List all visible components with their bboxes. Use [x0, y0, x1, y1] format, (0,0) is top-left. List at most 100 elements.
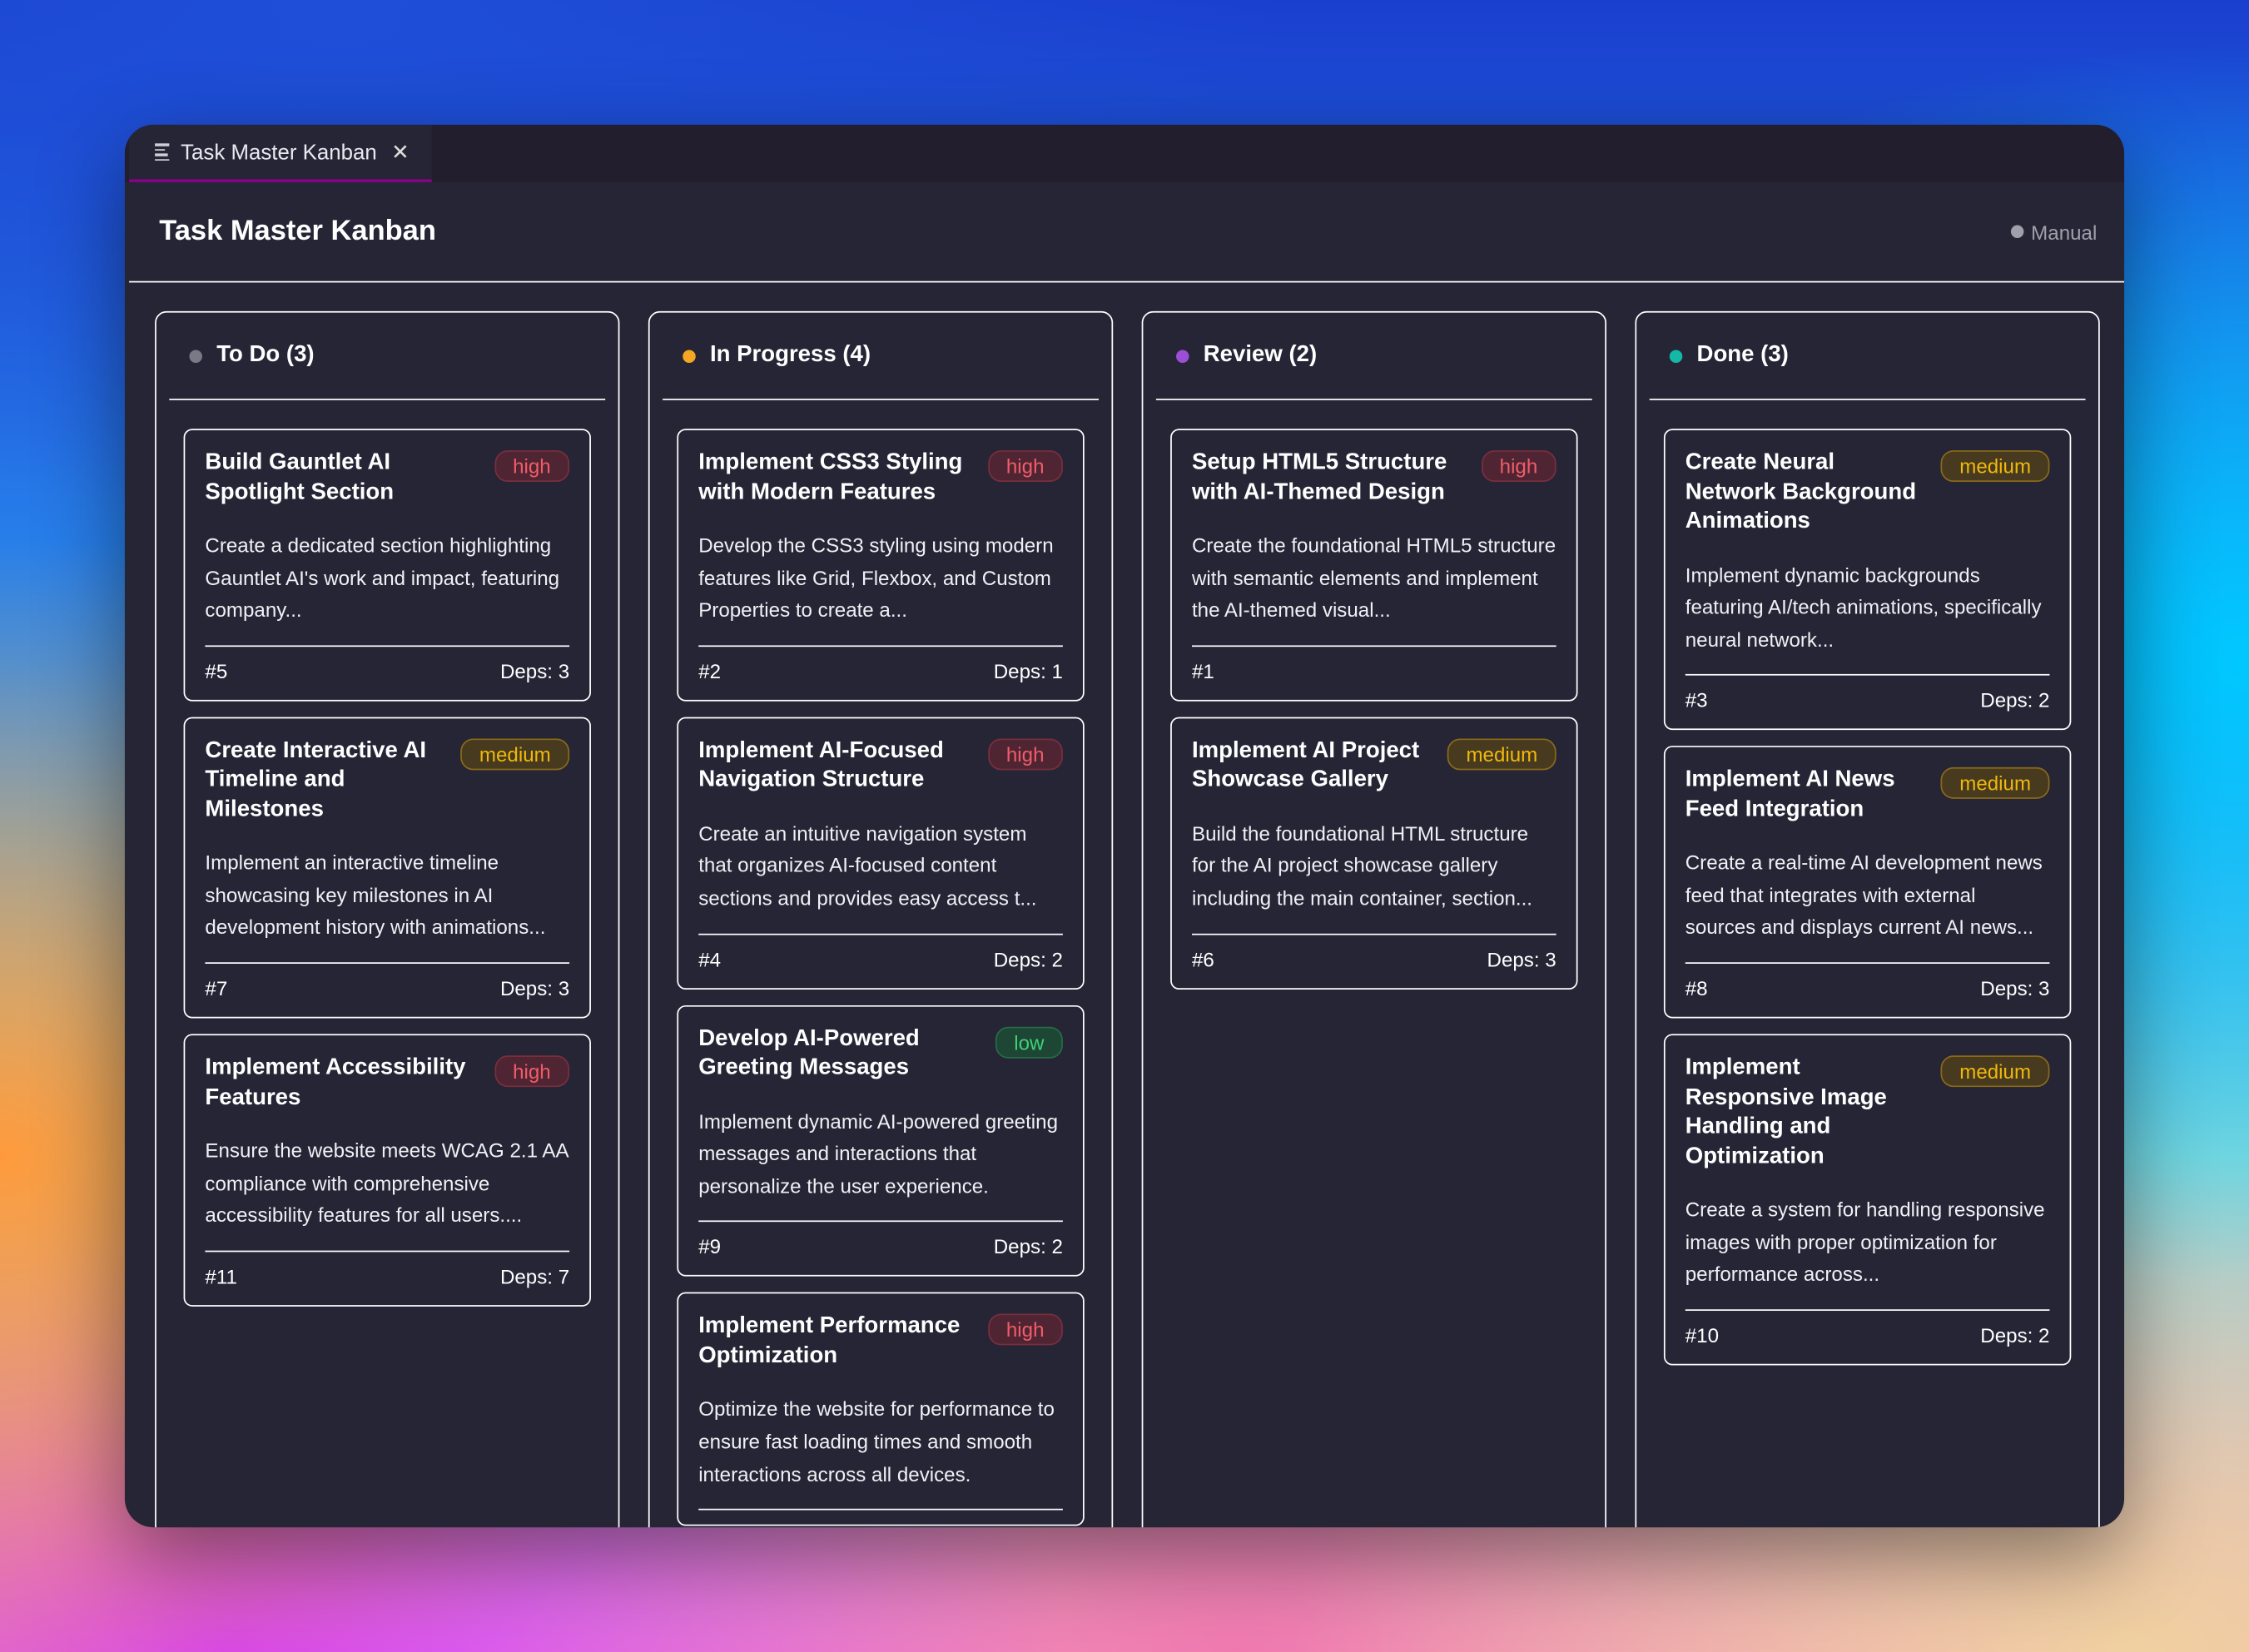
- card-header: Setup HTML5 Structure with AI-Themed Des…: [1192, 449, 1556, 508]
- dependency-count: Deps: 3: [499, 659, 570, 682]
- task-card[interactable]: Setup HTML5 Structure with AI-Themed Des…: [1170, 429, 1578, 702]
- card-header: Implement Performance Optimization high: [698, 1312, 1063, 1372]
- card-title: Implement Performance Optimization: [698, 1314, 961, 1368]
- dependency-count: Deps: 2: [993, 1235, 1063, 1258]
- task-card[interactable]: Develop AI-Powered Greeting Messages low I…: [677, 1005, 1085, 1277]
- priority-badge: high: [987, 1314, 1063, 1346]
- task-id: #8: [1685, 976, 1708, 1000]
- card-list: Create Neural Network Background Animati…: [1650, 400, 2086, 1366]
- task-card[interactable]: Implement AI News Feed Integration medium…: [1663, 746, 2072, 1019]
- status-dot-icon: [1176, 349, 1189, 363]
- priority-badge: medium: [460, 738, 570, 770]
- card-list: Setup HTML5 Structure with AI-Themed Des…: [1156, 400, 1592, 990]
- column-title: Done (3): [1696, 342, 1789, 368]
- task-card[interactable]: Create Neural Network Background Animati…: [1663, 429, 2072, 731]
- column-title: To Do (3): [216, 342, 315, 368]
- task-id: #6: [1191, 947, 1214, 970]
- card-description: Implement dynamic AI-powered greeting me…: [698, 1105, 1063, 1223]
- card-header: Develop AI-Powered Greeting Messages low: [698, 1024, 1063, 1084]
- priority-badge: medium: [1940, 450, 2050, 482]
- task-card[interactable]: Implement Performance Optimization high Op…: [677, 1292, 1085, 1526]
- card-header: Implement Accessibility Features high: [205, 1054, 570, 1114]
- task-card[interactable]: Implement AI-Focused Navigation Structur…: [677, 717, 1085, 990]
- task-id: #10: [1685, 1323, 1720, 1347]
- priority-badge: high: [494, 1055, 570, 1088]
- priority-badge: low: [995, 1026, 1063, 1058]
- dependency-count: Deps: 7: [499, 1264, 570, 1288]
- close-icon[interactable]: ✕: [391, 140, 410, 166]
- priority-badge: high: [494, 450, 570, 482]
- card-footer: #10 Deps: 2: [1686, 1323, 2050, 1349]
- task-id: #3: [1685, 688, 1708, 712]
- priority-badge: medium: [1940, 1055, 2050, 1088]
- card-footer: #4 Deps: 2: [698, 947, 1063, 973]
- dependency-count: Deps: 1: [993, 659, 1063, 682]
- card-header: Implement AI News Feed Integration medium: [1686, 766, 2050, 826]
- priority-badge: high: [987, 450, 1063, 482]
- task-card[interactable]: Create Interactive AI Timeline and Miles…: [183, 717, 591, 1019]
- card-footer: #6 Deps: 3: [1192, 947, 1556, 973]
- card-footer: #11 Deps: 7: [205, 1265, 569, 1291]
- card-title: Develop AI-Powered Greeting Messages: [698, 1026, 920, 1080]
- task-id: #11: [205, 1264, 237, 1288]
- card-description: Build the foundational HTML structure fo…: [1191, 817, 1556, 935]
- card-title: Implement AI Project Showcase Gallery: [1191, 738, 1420, 792]
- tab-bar: Task Master Kanban ✕: [124, 124, 2125, 182]
- dependency-count: Deps: 3: [1487, 947, 1556, 970]
- card-title: Implement Accessibility Features: [205, 1055, 466, 1110]
- column-title: In Progress (4): [709, 342, 871, 368]
- card-title: Create Neural Network Background Animati…: [1685, 450, 1917, 534]
- card-description: Create a dedicated section highlighting …: [205, 529, 570, 647]
- card-title: Implement AI-Focused Navigation Structur…: [698, 738, 944, 792]
- card-header: Create Neural Network Background Animati…: [1686, 449, 2050, 537]
- task-card[interactable]: Implement CSS3 Styling with Modern Featu…: [677, 429, 1085, 702]
- kanban-board: To Do (3) Build Gauntlet AI Spotlight Sec…: [155, 310, 2100, 1528]
- task-id: #1: [1191, 659, 1214, 682]
- card-description: Ensure the website meets WCAG 2.1 AA com…: [205, 1134, 570, 1253]
- card-list: Implement CSS3 Styling with Modern Featu…: [663, 400, 1099, 1526]
- card-header: Implement Responsive Image Handling and …: [1686, 1054, 2050, 1172]
- card-description: Create a real-time AI development news f…: [1685, 846, 2050, 965]
- card-description: Implement dynamic backgrounds featuring …: [1685, 558, 2050, 677]
- task-id: #4: [698, 947, 722, 970]
- mode-label: Manual: [2031, 220, 2098, 244]
- priority-badge: high: [1481, 450, 1556, 482]
- card-description: Create the foundational HTML5 structure …: [1191, 529, 1556, 647]
- kanban-column: Done (3) Create Neural Network Background…: [1635, 310, 2100, 1528]
- card-description: Create a system for handling responsive …: [1685, 1193, 2050, 1311]
- card-title: Implement AI News Feed Integration: [1685, 767, 1895, 822]
- card-description: Create an intuitive navigation system th…: [698, 817, 1063, 935]
- task-card[interactable]: Implement Accessibility Features high Ensu…: [183, 1034, 591, 1307]
- card-title: Implement CSS3 Styling with Modern Featu…: [698, 450, 963, 504]
- card-description: Develop the CSS3 styling using modern fe…: [698, 529, 1063, 647]
- card-footer: #1: [1192, 659, 1556, 685]
- tab-task-master-kanban[interactable]: Task Master Kanban ✕: [129, 124, 432, 182]
- card-title: Setup HTML5 Structure with AI-Themed Des…: [1191, 450, 1447, 504]
- column-header: Review (2): [1155, 313, 1592, 400]
- dependency-count: Deps: 3: [499, 976, 570, 1000]
- card-description: Optimize the website for performance to …: [698, 1393, 1063, 1511]
- priority-badge: medium: [1447, 738, 1556, 770]
- column-title: Review (2): [1203, 342, 1318, 368]
- kanban-column: In Progress (4) Implement CSS3 Styling wi…: [648, 310, 1114, 1528]
- page-header: Task Master Kanban Manual: [129, 182, 2125, 283]
- tab-label: Task Master Kanban: [181, 140, 377, 165]
- dependency-count: Deps: 2: [1980, 1323, 2050, 1347]
- task-card[interactable]: Build Gauntlet AI Spotlight Section high C…: [183, 429, 591, 702]
- task-card[interactable]: Implement Responsive Image Handling and …: [1663, 1034, 2072, 1366]
- card-footer: #5 Deps: 3: [205, 659, 569, 685]
- card-list: Build Gauntlet AI Spotlight Section high C…: [169, 400, 605, 1307]
- task-id: #2: [698, 659, 722, 682]
- column-header: To Do (3): [169, 313, 606, 400]
- task-id: #5: [205, 659, 228, 682]
- card-footer: #8 Deps: 3: [1686, 977, 2050, 1003]
- task-card[interactable]: Implement AI Project Showcase Gallery med…: [1170, 717, 1578, 990]
- status-dot-icon: [2011, 225, 2024, 239]
- priority-badge: medium: [1940, 767, 2050, 800]
- card-header: Implement AI Project Showcase Gallery med…: [1192, 737, 1556, 796]
- task-id: #9: [698, 1235, 722, 1258]
- card-header: Build Gauntlet AI Spotlight Section high: [205, 449, 570, 508]
- card-description: Implement an interactive timeline showca…: [205, 846, 570, 965]
- priority-badge: high: [987, 738, 1063, 770]
- card-header: Create Interactive AI Timeline and Miles…: [205, 737, 570, 825]
